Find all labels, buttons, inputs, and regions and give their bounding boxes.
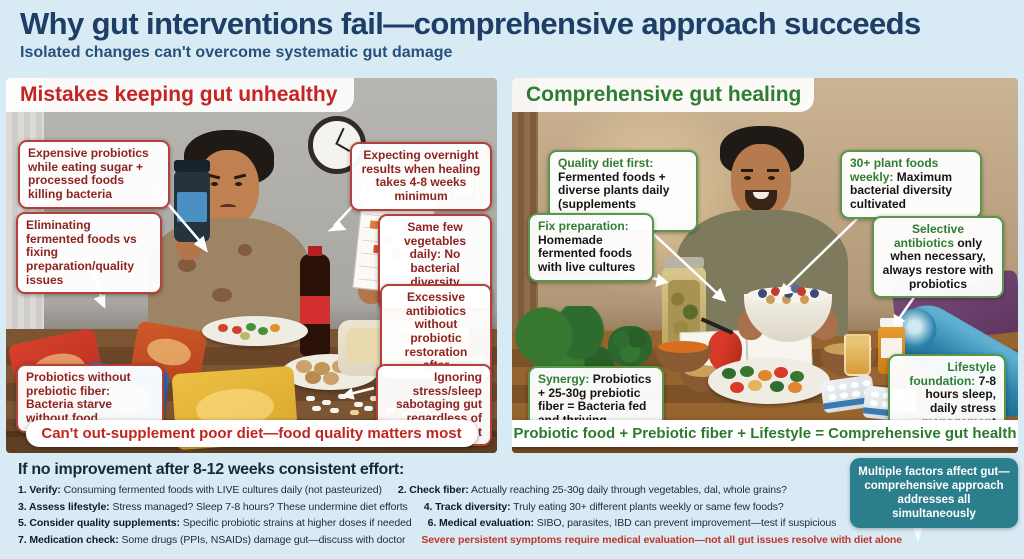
panel-left-header-label: Mistakes keeping gut unhealthy [20,83,338,106]
cola-bottle [300,246,330,356]
man-face [731,144,791,218]
footer-heading: If no improvement after 8-12 weeks consi… [18,461,404,478]
callout-expensive-probiotics: Expensive probiotics while eating sugar … [18,140,170,209]
callout-lead: Selective antibiotics [893,222,965,250]
item-text: SIBO, parasites, IBD can prevent improve… [533,517,837,529]
callout-text: Probiotics without prebiotic fiber: Bact… [26,370,131,426]
callout-lead: Fix preparation: [538,219,629,233]
checklist-item: 3. Assess lifestyle: Stress managed? Sle… [18,501,408,513]
callout-selective-antibiotics: Selective antibiotics only when necessar… [872,216,1004,299]
item-text: Stress managed? Sleep 7-8 hours? These u… [109,500,408,513]
callout-text: Excessive antibiotics without probiotic … [404,290,468,372]
eye [235,182,242,186]
broccoli [608,326,652,366]
checklist-item: 4. Track diversity: Truly eating 30+ dif… [424,501,784,513]
callout-lead: 30+ plant foods weekly: [850,156,939,184]
callout-text: Expensive probiotics while eating sugar … [28,146,149,202]
medical-warning: Severe persistent symptoms require medic… [421,533,902,546]
callout-text: Maximum bacterial diversity cultivated [850,169,953,212]
item-label: 5. Consider quality supplements: [18,517,180,529]
eye [744,176,751,180]
footer-checklist: 1. Verify: Consuming fermented foods wit… [18,484,902,546]
vegetable-platter [708,358,830,404]
item-label: 7. Medication check: [18,533,119,546]
mistakes-banner: Can't out-supplement poor diet—food qual… [25,420,478,447]
callout-lead: Lifestyle foundation: [909,360,996,388]
callout-eliminating-fermented: Eliminating fermented foods vs fixing pr… [16,212,162,295]
panel-healing: Comprehensive gut healing Quality diet f… [512,78,1018,453]
eyebrow [767,169,779,172]
checklist-item: 6. Medical evaluation: SIBO, parasites, … [428,517,837,529]
smile [753,192,769,199]
worried-mouth [220,204,236,210]
healing-banner: Probiotic food + Prebiotic fiber + Lifes… [512,420,1018,447]
eyebrow [233,173,247,180]
checklist-item: 2. Check fiber: Actually reaching 25-30g… [398,484,787,496]
callout-fix-preparation: Fix preparation: Homemade fermented food… [528,213,654,282]
clock-hour-hand [335,127,345,145]
checklist-row: 7. Medication check: Some drugs (PPIs, N… [18,534,902,546]
eye [768,176,775,180]
multiple-factors-highlight: Multiple factors affect gut—comprehensiv… [850,458,1018,529]
checklist-row: 1. Verify: Consuming fermented foods wit… [18,484,902,496]
item-text: Consuming fermented foods with LIVE cult… [60,484,382,496]
footer-section: If no improvement after 8-12 weeks consi… [0,453,1024,559]
checklist-row: 5. Consider quality supplements: Specifi… [18,517,902,529]
supplement-bottle [878,318,905,374]
vegetables [218,324,228,332]
panel-mistakes: Mistakes keeping gut unhealthy Expensive… [6,78,497,453]
callout-plant-foods: 30+ plant foods weekly: Maximum bacteria… [840,150,982,219]
checklist-item: 1. Verify: Consuming fermented foods wit… [18,484,382,496]
callout-text: Expecting overnight results when healing… [361,148,481,204]
callout-text: Homemade fermented foods with live cultu… [538,232,636,275]
callout-lead: Quality diet first: [558,156,654,170]
clock-minute-hand [337,143,351,152]
item-label: 4. Track diversity: [423,500,511,513]
eye [211,182,218,186]
item-text: Specific probiotic strains at higher dos… [179,517,412,529]
item-label: 6. Medical evaluation: [427,517,534,529]
potatoes [296,360,312,373]
panel-right-header: Comprehensive gut healing [512,78,814,112]
banner-text: Probiotic food + Prebiotic fiber + Lifes… [513,425,1017,442]
item-label: 1. Verify: [18,484,61,496]
item-text: Actually reaching 25-30g daily through v… [468,484,787,496]
page-subtitle: Isolated changes can't overcome systemat… [20,44,453,61]
callout-text: Probiotics + 25-30g prebiotic fiber = Ba… [538,372,652,427]
page-header: Why gut interventions fail—comprehensive… [20,6,1010,62]
vegetable-plate [202,316,308,346]
checklist-row: 3. Assess lifestyle: Stress managed? Sle… [18,501,902,513]
callout-text: Eliminating fermented foods vs fixing pr… [26,218,137,287]
callout-lead: Synergy: [538,372,590,386]
probiotic-bottle [174,160,210,242]
eyebrow [741,169,753,172]
drink-glass [844,334,871,376]
item-text: Truly eating 30+ different plants weekly… [510,500,784,513]
item-label: 3. Assess lifestyle: [18,500,110,513]
callout-overnight-results: Expecting overnight results when healing… [350,142,492,211]
banner-text: Can't out-supplement poor diet—food qual… [41,425,462,442]
panel-left-header: Mistakes keeping gut unhealthy [6,78,354,112]
vegetables [722,368,736,379]
scattered-pills [306,396,315,401]
item-text: Some drugs (PPIs, NSAIDs) damage gut—dis… [118,533,406,546]
item-label: 2. Check fiber: [397,484,469,496]
checklist-item: 5. Consider quality supplements: Specifi… [18,517,412,529]
panel-right-header-label: Comprehensive gut healing [526,83,802,106]
berries-granola [758,289,767,298]
page-title: Why gut interventions fail—comprehensive… [20,6,921,41]
checklist-item: 7. Medication check: Some drugs (PPIs, N… [18,534,405,546]
